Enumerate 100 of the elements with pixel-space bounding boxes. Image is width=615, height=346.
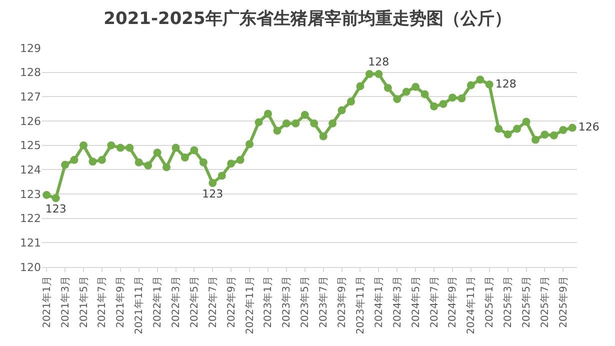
point (199, 158, 208, 166)
x-tick-label: 2024年11月 (465, 276, 478, 334)
x-tick-label: 2025年1月 (484, 276, 496, 328)
point (153, 148, 162, 157)
point (531, 136, 540, 144)
point (246, 140, 254, 148)
point (273, 126, 282, 135)
y-tick-label: 126 (20, 114, 41, 128)
x-tick-label: 2025年5月 (520, 276, 533, 328)
y-tick-label: 124 (20, 164, 41, 177)
point (172, 144, 180, 152)
point (319, 132, 328, 140)
x-tick-label: 2023年11月 (354, 276, 366, 334)
point (466, 81, 475, 90)
x-tick-label: 2024年3月 (391, 276, 404, 328)
y-tick-label: 127 (20, 90, 41, 104)
y-tick-label: 125 (20, 139, 41, 152)
x-tick-label: 2022年11月 (244, 276, 256, 334)
point (61, 160, 70, 169)
point (80, 141, 88, 150)
point (412, 82, 420, 91)
point (568, 124, 576, 132)
point (162, 163, 171, 172)
point (264, 110, 272, 118)
x-tick-label: 2022年9月 (225, 276, 238, 328)
x-tick-label: 2022年1月 (152, 276, 164, 328)
x-tick-label: 2021年9月 (114, 276, 127, 328)
y-tick-label: 128 (20, 66, 41, 80)
data-label: 123 (45, 202, 66, 216)
point (88, 158, 97, 166)
point (218, 172, 226, 180)
point (439, 100, 448, 108)
point (393, 95, 402, 104)
point (190, 146, 198, 154)
point (540, 130, 549, 139)
point (420, 90, 429, 98)
x-tick-label: 2025年7月 (538, 276, 551, 328)
point (98, 156, 106, 164)
point (328, 119, 337, 128)
point (476, 76, 484, 84)
point (356, 82, 364, 90)
point (494, 124, 503, 133)
data-label: 123 (202, 187, 224, 200)
point (236, 156, 244, 164)
point (338, 106, 346, 114)
point (374, 70, 383, 78)
point (522, 118, 530, 126)
x-tick-label: 2023年5月 (299, 276, 312, 328)
point (254, 118, 263, 126)
x-tick-label: 2022年7月 (206, 276, 219, 328)
chart-title: 2021-2025年广东省生猪屠宰前均重走势图（公斤） (104, 9, 512, 30)
point (365, 70, 374, 78)
x-tick-label: 2025年9月 (557, 276, 570, 328)
x-tick-label: 2024年7月 (428, 276, 440, 328)
point (292, 119, 300, 128)
point (559, 126, 568, 134)
x-tick-label: 2023年1月 (262, 276, 274, 328)
x-tick-label: 2021年7月 (96, 276, 108, 328)
point (310, 119, 318, 128)
y-tick-label: 122 (20, 212, 41, 226)
point (513, 124, 522, 133)
data-label: 128 (368, 55, 390, 68)
y-tick-label: 121 (20, 236, 41, 250)
point (485, 80, 494, 88)
point (42, 190, 51, 199)
x-tick-label: 2024年1月 (372, 276, 385, 328)
x-tick-label: 2022年5月 (188, 276, 200, 328)
x-tick-label: 2021年11月 (133, 276, 146, 334)
y-tick-label: 120 (20, 260, 41, 274)
point (208, 179, 217, 188)
x-tick-label: 2024年9月 (446, 276, 459, 328)
data-label: 126 (578, 120, 600, 134)
point (448, 94, 456, 102)
data-label: 128 (495, 77, 516, 90)
x-tick-label: 2025年3月 (502, 276, 514, 328)
y-tick-label: 123 (20, 188, 41, 201)
point (504, 130, 512, 138)
point (126, 144, 134, 152)
point (430, 102, 438, 110)
x-tick-label: 2021年1月 (40, 276, 53, 328)
point (134, 158, 143, 166)
point (70, 156, 78, 164)
x-tick-label: 2022年3月 (170, 276, 182, 328)
x-tick-label: 2024年5月 (410, 276, 422, 328)
x-tick-label: 2023年7月 (318, 276, 330, 328)
point (300, 110, 309, 119)
point (180, 154, 189, 162)
point (384, 84, 392, 92)
y-tick-label: 129 (20, 42, 41, 55)
point (107, 141, 116, 150)
point (458, 94, 466, 102)
point (116, 144, 124, 152)
x-tick-label: 2021年3月 (59, 276, 72, 328)
point (52, 194, 60, 202)
point (144, 162, 152, 170)
point (402, 88, 410, 96)
point (227, 160, 236, 168)
point (282, 119, 290, 128)
x-tick-label: 2023年9月 (336, 276, 348, 328)
point (347, 98, 356, 106)
